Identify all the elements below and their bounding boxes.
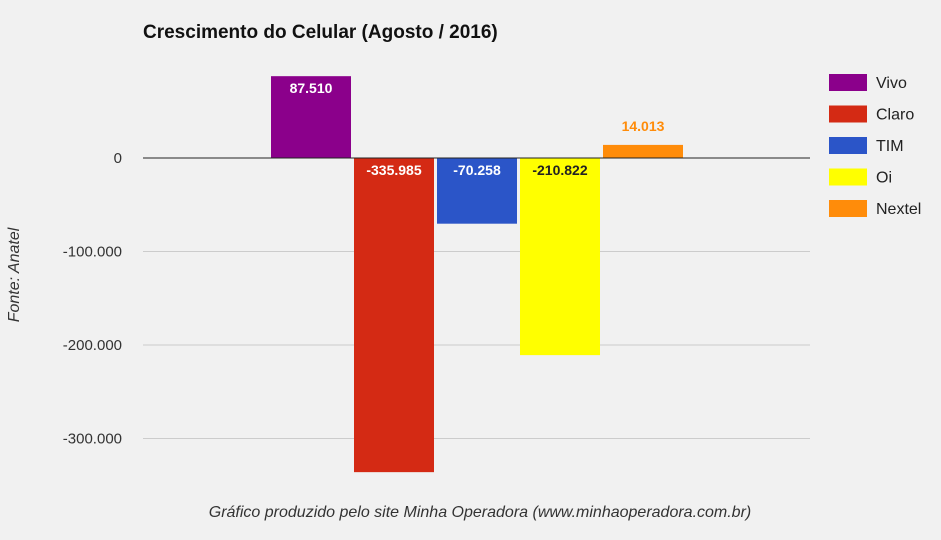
y-tick-label: -200.000 bbox=[63, 337, 122, 354]
legend-swatch-oi bbox=[829, 168, 867, 186]
bar-nextel bbox=[603, 144, 683, 158]
chart-title: Crescimento do Celular (Agosto / 2016) bbox=[143, 22, 498, 43]
legend-label-tim: TIM bbox=[876, 138, 904, 155]
bar-oi bbox=[520, 158, 600, 356]
legend-label-oi: Oi bbox=[876, 170, 892, 187]
data-label-vivo: 87.510 bbox=[290, 80, 333, 96]
y-tick-label: -300.000 bbox=[63, 431, 122, 448]
legend-swatch-claro bbox=[829, 105, 867, 123]
legend-label-vivo: Vivo bbox=[876, 75, 907, 92]
data-label-claro: -335.985 bbox=[366, 162, 421, 178]
y-tick-label: -100.000 bbox=[63, 244, 122, 261]
chart-footer: Gráfico produzido pelo site Minha Operad… bbox=[209, 504, 751, 521]
y-axis-ticks: 0 -100.000 -200.000 -300.000 bbox=[63, 150, 122, 448]
data-label-tim: -70.258 bbox=[453, 162, 501, 178]
grid bbox=[143, 251, 810, 439]
bar-claro bbox=[354, 158, 434, 473]
data-label-oi: -210.822 bbox=[532, 162, 587, 178]
bars bbox=[271, 76, 683, 473]
data-label-nextel: 14.013 bbox=[622, 118, 665, 134]
data-labels: 87.510 -335.985 -70.258 -210.822 14.013 bbox=[290, 80, 665, 178]
y-axis-label: Fonte: Anatel bbox=[6, 227, 23, 322]
legend-swatch-nextel bbox=[829, 200, 867, 217]
legend: Vivo Claro TIM Oi Nextel bbox=[829, 74, 921, 218]
bar-tim bbox=[437, 158, 517, 224]
legend-label-claro: Claro bbox=[876, 107, 914, 124]
legend-swatch-tim bbox=[829, 137, 867, 154]
bar-vivo bbox=[271, 76, 351, 158]
y-tick-label: 0 bbox=[114, 150, 122, 167]
legend-swatch-vivo bbox=[829, 74, 867, 91]
legend-label-nextel: Nextel bbox=[876, 201, 921, 218]
